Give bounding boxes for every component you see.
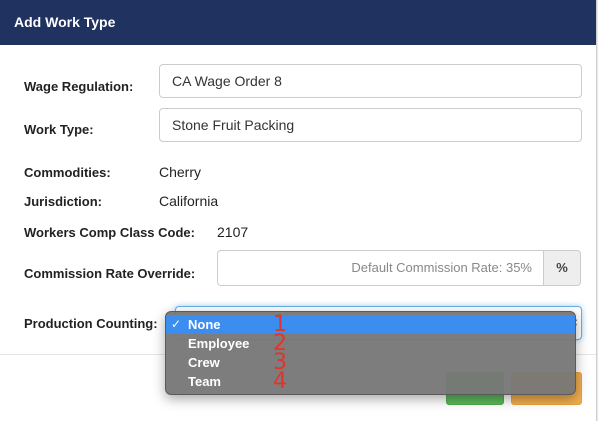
annotation-3: 3 xyxy=(273,350,287,375)
checkmark-icon: ✓ xyxy=(171,317,182,331)
commodities-label: Commodities: xyxy=(24,165,111,180)
jurisdiction-label: Jurisdiction: xyxy=(24,194,103,209)
commodities-value: Cherry xyxy=(159,164,202,180)
option-team[interactable]: Team xyxy=(166,372,575,391)
production-counting-label: Production Counting: xyxy=(24,316,158,331)
wage-regulation-field[interactable]: CA Wage Order 8 xyxy=(159,64,582,98)
work-type-field[interactable]: Stone Fruit Packing xyxy=(159,108,582,142)
option-none[interactable]: ✓ None xyxy=(166,315,575,334)
work-type-label: Work Type: xyxy=(24,122,94,137)
workers-comp-value: 2107 xyxy=(217,224,249,240)
wage-regulation-label: Wage Regulation: xyxy=(24,79,134,94)
option-label: Team xyxy=(188,374,221,389)
commission-rate-label: Commission Rate Override: xyxy=(24,266,196,281)
option-label: None xyxy=(188,317,221,332)
option-label: Employee xyxy=(188,336,250,351)
annotation-4: 4 xyxy=(273,369,287,394)
option-crew[interactable]: Crew xyxy=(166,353,575,372)
percent-addon: % xyxy=(543,250,581,286)
production-counting-dropdown: ✓ None Employee Crew Team xyxy=(165,311,576,395)
commission-rate-input[interactable]: Default Commission Rate: 35% xyxy=(217,250,544,286)
annotation-1: 1 xyxy=(273,312,287,337)
option-label: Crew xyxy=(188,355,220,370)
workers-comp-label: Workers Comp Class Code: xyxy=(24,225,195,240)
jurisdiction-value: California xyxy=(159,193,219,209)
option-employee[interactable]: Employee xyxy=(166,334,575,353)
annotation-2: 2 xyxy=(273,331,287,356)
modal-title: Add Work Type xyxy=(0,0,596,45)
